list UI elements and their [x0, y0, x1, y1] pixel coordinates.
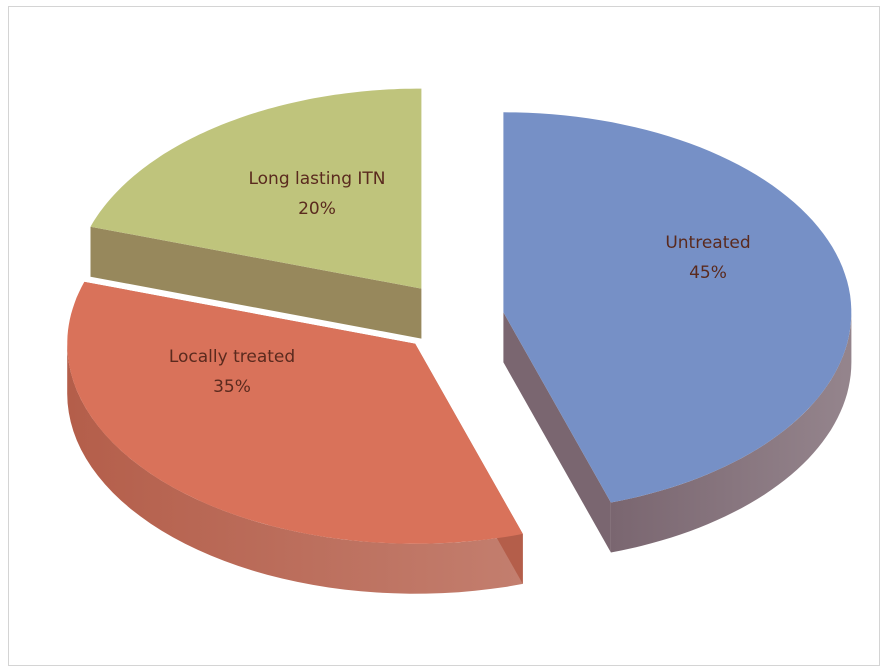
slice-face-untreated-1 [503, 312, 611, 553]
slice-locally-treated [67, 281, 523, 544]
slice-wall-untreated [610, 312, 852, 553]
slice-long-lasting-itn [90, 88, 422, 289]
slice-untreated [503, 112, 852, 503]
pie-tops [67, 88, 852, 544]
slice-pct-untreated: 45% [689, 263, 727, 283]
slice-pct-locally-treated: 35% [213, 377, 251, 397]
slice-pct-long-lasting-itn: 20% [298, 199, 336, 219]
pie-labels: Untreated 45% Locally treated 35% Long l… [169, 169, 751, 397]
slice-face-long-lasting-itn-0 [90, 226, 422, 339]
slice-label-locally-treated: Locally treated [169, 347, 295, 367]
slice-label-long-lasting-itn: Long lasting ITN [248, 169, 385, 189]
slice-label-untreated: Untreated [665, 233, 750, 253]
slice-wall-locally-treated [67, 343, 523, 594]
